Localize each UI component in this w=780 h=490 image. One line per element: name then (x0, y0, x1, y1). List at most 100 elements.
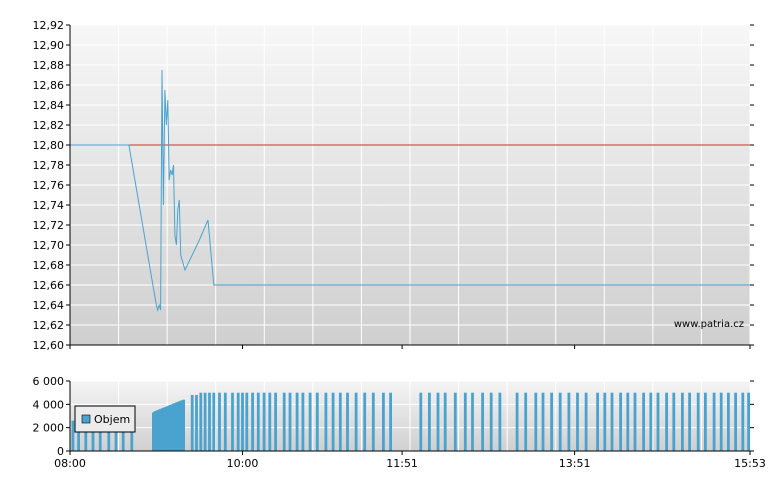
volume-bar (471, 392, 474, 451)
volume-y-axis: 0 2 000 4 000 6 000 (33, 375, 754, 458)
volume-bar (515, 392, 519, 451)
volume-bar (169, 404, 172, 451)
y-tick-label: 12,92 (33, 19, 65, 32)
volume-bar (251, 392, 254, 451)
y-tick-label: 2 000 (33, 422, 65, 435)
volume-bar (534, 392, 538, 451)
volume-bar (463, 392, 467, 451)
x-tick-label: 10:00 (227, 457, 259, 470)
volume-bar (157, 409, 161, 451)
volume-bar (331, 392, 335, 451)
volume-bar (164, 406, 168, 451)
volume-bar (719, 392, 723, 451)
y-tick-label: 12,72 (33, 219, 65, 232)
volume-bar (603, 392, 607, 451)
volume-bar (596, 392, 599, 451)
volume-bar (734, 392, 737, 451)
y-tick-label: 12,66 (33, 279, 65, 292)
volume-bar (681, 392, 684, 451)
volume-bar (541, 392, 545, 451)
x-tick-label: 11:51 (386, 457, 418, 470)
y-tick-label: 12,60 (33, 339, 65, 352)
volume-bar (712, 392, 716, 451)
volume-bar (130, 420, 134, 451)
time-axis: 08:00 10:00 11:51 13:51 15:53 (54, 345, 766, 470)
volume-bar (696, 392, 700, 451)
volume-bar (98, 420, 102, 451)
y-tick-label: 12,80 (33, 139, 65, 152)
volume-bar (236, 392, 240, 451)
volume-bar (656, 392, 660, 451)
volume-bar (268, 392, 272, 451)
volume-bar (346, 392, 349, 451)
volume-bar (672, 392, 676, 451)
volume-bar (256, 392, 260, 451)
volume-bar (338, 392, 342, 451)
volume-bar (91, 420, 95, 451)
volume-bar (619, 392, 622, 451)
y-tick-label: 12,62 (33, 319, 65, 332)
volume-bar (153, 411, 157, 451)
volume-bar (177, 401, 181, 451)
volume-legend: Objem (74, 405, 136, 433)
volume-bar (203, 392, 207, 451)
price-series-line (70, 69, 750, 312)
volume-bar (567, 392, 571, 451)
volume-bar (282, 392, 286, 451)
volume-bar (550, 392, 553, 451)
y-tick-label: 12,64 (33, 299, 65, 312)
y-tick-label: 6 000 (33, 375, 65, 388)
volume-bar (162, 407, 165, 451)
y-tick-label: 4 000 (33, 398, 65, 411)
volume-bar (419, 392, 423, 451)
volume-bar (324, 392, 328, 451)
volume-bar (428, 392, 431, 451)
volume-bar (727, 392, 730, 451)
volume-bar (389, 392, 392, 451)
volume-bar (354, 392, 358, 451)
volume-bar (498, 392, 502, 451)
volume-bar (301, 392, 305, 451)
volume-bar (180, 400, 184, 452)
volume-bar (223, 392, 227, 451)
volume-bar (274, 392, 277, 451)
volume-bar (626, 392, 630, 451)
volume-bar (173, 403, 177, 451)
volume-bar (688, 392, 691, 451)
volume-bar (176, 402, 180, 451)
volume-bar (443, 392, 447, 451)
y-tick-label: 12,82 (33, 119, 65, 132)
y-tick-label: 12,90 (33, 39, 65, 52)
volume-bar (363, 392, 367, 451)
volume-bar (71, 420, 75, 451)
volume-bar (371, 392, 375, 451)
volume-bar (121, 420, 125, 451)
volume-bar (481, 392, 484, 451)
volume-bar (308, 392, 312, 451)
volume-bar (558, 392, 562, 451)
volume-bar (195, 395, 198, 451)
watermark: www.patria.cz (674, 319, 744, 330)
volume-bar (212, 392, 216, 451)
volume-bar (245, 392, 249, 451)
y-tick-label: 12,74 (33, 199, 65, 212)
volume-bar (166, 406, 170, 451)
volume-bar (190, 395, 194, 451)
volume-bar (315, 392, 319, 451)
y-tick-label: 12,88 (33, 59, 65, 72)
y-tick-label: 12,68 (33, 259, 65, 272)
volume-bar (262, 392, 266, 451)
y-tick-label: 0 (57, 445, 64, 458)
y-tick-label: 12,86 (33, 79, 65, 92)
volume-bar (182, 399, 185, 451)
volume-bar (576, 392, 579, 451)
legend-label: Objem (94, 413, 130, 426)
volume-bar (741, 392, 745, 451)
volume-bar (436, 392, 440, 451)
volume-bar (107, 420, 111, 451)
volume-bar (154, 410, 158, 452)
volume-bar (633, 392, 637, 451)
x-tick-label: 15:53 (734, 457, 766, 470)
volume-bar (114, 420, 118, 451)
x-tick-label: 13:51 (559, 457, 591, 470)
